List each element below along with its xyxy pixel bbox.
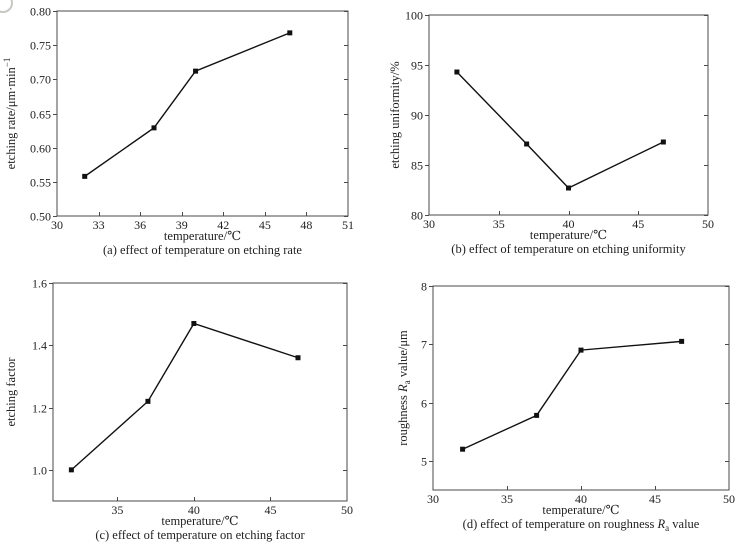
etching-rate-chart: 0.50 0.55 0.60 0.65 0.70 0.75 0.80 30 33 36 39 42 45… (2, 5, 354, 258)
y-axis-label: etching factor (4, 357, 18, 427)
y-tick-label: 5 (421, 455, 427, 469)
y-tick-label: 1.4 (32, 339, 47, 353)
x-tick-label: 45 (259, 218, 271, 232)
x-tick-label: 48 (300, 218, 312, 232)
panel-etching-rate: 0.50 0.55 0.60 0.65 0.70 0.75 0.80 30 33 36 39 42 45… (0, 0, 371, 273)
data-point (660, 139, 666, 145)
y-tick-label: 1.6 (32, 277, 47, 291)
data-point (193, 68, 199, 74)
x-axis-label: temperature/℃ (530, 228, 607, 242)
data-line (70, 322, 299, 471)
plot-frame (56, 10, 349, 217)
y-tick-label: 0.60 (30, 142, 51, 156)
data-line (456, 71, 664, 189)
y-tick-label: 8 (421, 280, 427, 294)
x-tick-label: 40 (575, 492, 587, 506)
data-point (566, 185, 571, 191)
x-tick-label: 39 (176, 218, 188, 232)
data-point (68, 467, 74, 473)
y-tick-label: 7 (421, 338, 427, 352)
y-tick-label: 0.50 (30, 210, 51, 224)
chart-caption: (a) effect of temperature on etching rat… (103, 243, 302, 257)
panel-roughness: 5 6 7 8 30 35 40 45 50 roughness Ra value/μm tempe… (371, 273, 742, 546)
data-line (84, 32, 291, 177)
x-tick-label: 35 (501, 492, 513, 506)
y-tick-label: 100 (405, 9, 423, 23)
x-tick-label: 45 (649, 492, 661, 506)
y-tick-label: 1.2 (32, 402, 47, 416)
x-tick-label: 50 (341, 503, 353, 517)
plot-frame (432, 285, 730, 491)
scan-artifact (0, 0, 13, 13)
data-point (454, 69, 460, 75)
x-axis-label: temperature/℃ (542, 503, 619, 517)
data-point (524, 141, 530, 147)
y-tick-label: 0.70 (30, 73, 51, 87)
x-axis-label: temperature/℃ (161, 514, 238, 528)
y-axis-label: etching uniformity/% (388, 61, 402, 168)
x-tick-label: 40 (563, 217, 575, 231)
chart-caption: (d) effect of temperature on roughness R… (463, 517, 700, 533)
roughness-chart: 5 6 7 8 30 35 40 45 50 roughness Ra value/μm tempe… (396, 280, 735, 534)
data-point (295, 355, 301, 361)
data-point (287, 30, 293, 36)
y-tick-label: 0.55 (30, 176, 51, 190)
x-tick-label: 50 (723, 492, 735, 506)
data-point (145, 398, 151, 404)
panel-etching-factor: 1.0 1.2 1.4 1.6 35 40 45 50 etching factor temper… (0, 273, 371, 546)
y-tick-label: 80 (411, 209, 423, 223)
x-tick-label: 30 (427, 492, 439, 506)
data-point (460, 446, 466, 452)
panel-etching-uniformity: 80 85 90 95 100 30 35 40 45 50 etching uniformity/… (371, 0, 742, 273)
data-point (679, 338, 685, 344)
y-tick-label: 90 (411, 109, 423, 123)
etching-uniformity-chart: 80 85 90 95 100 30 35 40 45 50 etching uniformity/… (388, 9, 714, 257)
plot-frame (428, 14, 709, 216)
data-point (578, 347, 584, 353)
x-tick-label: 51 (342, 218, 354, 232)
y-tick-label: 1.0 (32, 464, 47, 478)
chart-caption: (b) effect of temperature on etching uni… (451, 242, 686, 256)
y-tick-label: 0.65 (30, 108, 51, 122)
data-point (82, 173, 88, 179)
y-tick-label: 0.75 (30, 39, 51, 53)
x-tick-label: 42 (217, 218, 229, 232)
x-tick-label: 45 (632, 217, 644, 231)
x-tick-label: 35 (493, 217, 505, 231)
y-tick-label: 95 (411, 59, 423, 73)
chart-caption: (c) effect of temperature on etching fac… (95, 528, 305, 542)
x-tick-label: 30 (51, 218, 63, 232)
x-tick-label: 40 (188, 503, 200, 517)
data-point (534, 412, 540, 418)
y-tick-label: 85 (411, 159, 423, 173)
x-tick-label: 50 (702, 217, 714, 231)
y-axis-label: etching rate/μm·min−1 (2, 58, 18, 170)
x-tick-label: 36 (134, 218, 146, 232)
x-tick-label: 33 (93, 218, 105, 232)
y-tick-label: 6 (421, 397, 427, 411)
y-tick-label: 0.80 (30, 5, 51, 19)
x-tick-label: 30 (423, 217, 435, 231)
x-tick-label: 35 (111, 503, 123, 517)
etching-factor-chart: 1.0 1.2 1.4 1.6 35 40 45 50 etching factor temper… (4, 277, 353, 543)
y-axis-label: roughness Ra value/μm (396, 330, 412, 446)
x-axis-label: temperature/℃ (164, 229, 241, 243)
data-line (462, 340, 682, 450)
x-tick-label: 45 (264, 503, 276, 517)
data-point (191, 320, 197, 326)
plot-frame (52, 282, 348, 502)
data-point (151, 125, 157, 131)
